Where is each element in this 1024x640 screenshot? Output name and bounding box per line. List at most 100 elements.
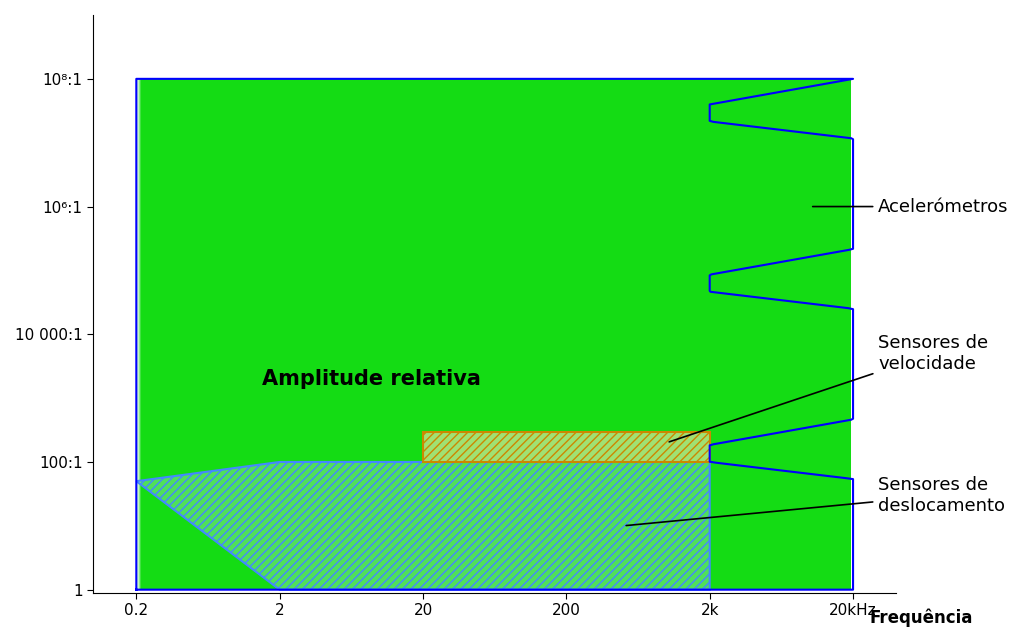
Polygon shape <box>140 79 758 589</box>
Polygon shape <box>140 79 688 589</box>
Polygon shape <box>139 79 446 589</box>
Polygon shape <box>141 79 839 589</box>
Polygon shape <box>139 79 411 589</box>
Polygon shape <box>139 79 442 589</box>
Polygon shape <box>139 79 428 589</box>
Polygon shape <box>139 79 435 589</box>
Polygon shape <box>140 79 631 589</box>
Polygon shape <box>139 79 156 589</box>
Polygon shape <box>139 79 174 589</box>
Polygon shape <box>140 79 528 589</box>
Polygon shape <box>140 79 762 589</box>
Polygon shape <box>141 79 824 589</box>
Polygon shape <box>140 79 672 589</box>
Polygon shape <box>140 79 571 589</box>
Polygon shape <box>140 79 665 589</box>
Polygon shape <box>140 79 583 589</box>
Polygon shape <box>139 79 358 589</box>
Polygon shape <box>140 79 693 589</box>
Polygon shape <box>139 79 153 589</box>
Polygon shape <box>140 79 755 589</box>
Polygon shape <box>139 79 310 589</box>
Polygon shape <box>140 79 575 589</box>
Polygon shape <box>139 79 234 589</box>
Polygon shape <box>140 79 647 589</box>
Polygon shape <box>139 79 425 589</box>
Polygon shape <box>139 79 170 589</box>
Polygon shape <box>139 79 389 589</box>
Polygon shape <box>140 79 597 589</box>
Polygon shape <box>141 79 786 589</box>
Polygon shape <box>139 79 292 589</box>
Polygon shape <box>140 79 674 589</box>
Polygon shape <box>139 79 201 589</box>
Polygon shape <box>140 79 530 589</box>
Polygon shape <box>139 79 158 589</box>
Polygon shape <box>140 79 593 589</box>
Polygon shape <box>140 79 618 589</box>
Polygon shape <box>139 79 253 589</box>
Polygon shape <box>139 79 409 589</box>
Polygon shape <box>140 79 611 589</box>
Polygon shape <box>139 79 280 589</box>
Polygon shape <box>139 79 287 589</box>
Polygon shape <box>139 79 317 589</box>
Polygon shape <box>140 79 640 589</box>
Polygon shape <box>139 79 215 589</box>
Polygon shape <box>140 79 561 589</box>
Polygon shape <box>141 79 844 589</box>
Polygon shape <box>141 79 817 589</box>
Polygon shape <box>139 79 191 589</box>
Polygon shape <box>140 79 624 589</box>
Polygon shape <box>140 79 471 589</box>
Polygon shape <box>140 79 518 589</box>
Polygon shape <box>140 79 502 589</box>
Polygon shape <box>139 79 256 589</box>
Polygon shape <box>139 79 270 589</box>
Polygon shape <box>140 79 643 589</box>
Polygon shape <box>140 79 559 589</box>
Polygon shape <box>141 79 819 589</box>
Polygon shape <box>139 79 227 589</box>
Polygon shape <box>139 79 335 589</box>
Polygon shape <box>140 79 564 589</box>
Polygon shape <box>138 79 143 589</box>
Polygon shape <box>139 79 203 589</box>
Polygon shape <box>140 79 485 589</box>
Polygon shape <box>140 79 595 589</box>
Polygon shape <box>140 79 681 589</box>
Polygon shape <box>139 79 172 589</box>
Text: Amplitude relativa: Amplitude relativa <box>262 369 480 389</box>
Polygon shape <box>140 79 726 589</box>
Polygon shape <box>139 79 368 589</box>
Polygon shape <box>140 79 573 589</box>
Polygon shape <box>141 79 803 589</box>
Polygon shape <box>140 79 731 589</box>
Polygon shape <box>139 79 371 589</box>
Polygon shape <box>139 79 184 589</box>
Polygon shape <box>140 79 700 589</box>
Polygon shape <box>141 79 831 589</box>
Polygon shape <box>139 79 151 589</box>
Polygon shape <box>140 79 708 589</box>
Polygon shape <box>139 79 210 589</box>
Polygon shape <box>140 79 686 589</box>
Polygon shape <box>140 79 751 589</box>
Polygon shape <box>140 79 652 589</box>
Polygon shape <box>140 79 633 589</box>
Polygon shape <box>139 79 437 589</box>
Polygon shape <box>139 79 301 589</box>
Polygon shape <box>139 79 382 589</box>
Polygon shape <box>139 79 220 589</box>
Polygon shape <box>139 79 272 589</box>
Polygon shape <box>139 79 414 589</box>
Polygon shape <box>140 79 590 589</box>
Polygon shape <box>139 79 321 589</box>
Polygon shape <box>141 79 774 589</box>
Polygon shape <box>139 79 229 589</box>
Polygon shape <box>140 79 748 589</box>
Text: Frequência: Frequência <box>869 609 973 627</box>
Polygon shape <box>141 79 765 589</box>
Polygon shape <box>139 79 249 589</box>
Polygon shape <box>139 79 330 589</box>
